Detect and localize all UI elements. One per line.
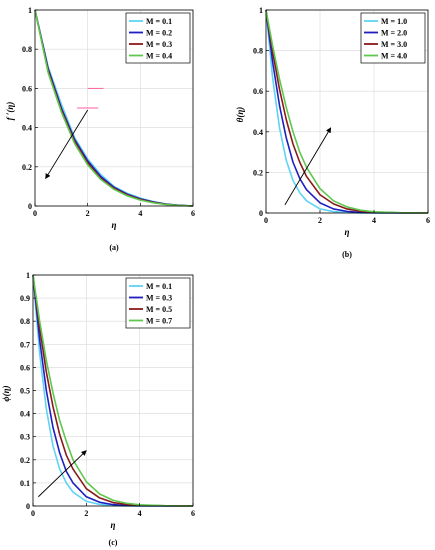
y-tick-label: 0 xyxy=(259,209,263,218)
legend-label: M = 0.7 xyxy=(146,317,172,326)
legend-label: M = 0.3 xyxy=(146,294,172,303)
x-tick-label: 4 xyxy=(138,209,142,218)
y-tick-label: 0.2 xyxy=(253,168,263,177)
x-axis-label: η xyxy=(112,220,117,230)
y-tick-label: 0.8 xyxy=(253,47,263,56)
x-tick-label: 4 xyxy=(138,509,142,518)
y-tick-label: 0.4 xyxy=(22,124,32,133)
y-tick-label: 0.9 xyxy=(20,294,30,303)
legend: M = 0.1 M = 0.3 M = 0.5 M = 0.7 xyxy=(125,277,191,329)
x-axis-label: η xyxy=(111,520,116,530)
y-tick-label: 0.6 xyxy=(22,84,32,93)
y-tick-label: 0.4 xyxy=(20,410,30,419)
x-tick-label: 4 xyxy=(372,216,376,225)
y-axis-label: θ(η) xyxy=(235,107,245,123)
y-tick-label: 0 xyxy=(28,202,32,211)
y-tick-label: 0.7 xyxy=(20,340,30,349)
chart-panel-c: 0 2 4 6 0 0.1 0.2 0.3 0.4 0.5 0.6 0.7 0.8 0.9 1 η ϕ(η) (c… xyxy=(1,271,195,547)
y-axis-label: f ′(η) xyxy=(5,102,15,121)
x-axis-label: η xyxy=(345,227,350,237)
y-tick-label: 0.4 xyxy=(253,128,263,137)
legend-label: M = 0.3 xyxy=(146,40,172,49)
y-tick-label: 0.6 xyxy=(20,363,30,372)
x-tick-label: 6 xyxy=(426,216,430,225)
y-tick-label: 0.6 xyxy=(253,87,263,96)
y-tick-label: 1 xyxy=(28,6,32,15)
series-line-4 xyxy=(265,9,429,214)
trend-arrow xyxy=(284,127,332,206)
plot-frame xyxy=(34,9,194,207)
x-tick-label: 2 xyxy=(86,209,90,218)
trend-arrow xyxy=(45,109,89,180)
panel-caption: (c) xyxy=(109,538,118,547)
x-tick-label: 0 xyxy=(31,509,35,518)
x-tick-label: 2 xyxy=(318,216,322,225)
y-tick-label: 0.2 xyxy=(20,456,30,465)
x-tick-label: 2 xyxy=(84,509,88,518)
y-tick-label: 1 xyxy=(259,6,263,15)
legend-label: M = 0.1 xyxy=(146,17,172,26)
x-tick-label: 6 xyxy=(191,509,195,518)
legend-label: M = 1.0 xyxy=(381,17,407,26)
y-tick-label: 0.8 xyxy=(22,45,32,54)
x-tick-label: 6 xyxy=(191,209,195,218)
plot-frame xyxy=(265,9,429,214)
y-axis-label: ϕ(η) xyxy=(1,385,11,401)
y-tick-label: 0.3 xyxy=(20,433,30,442)
y-tick-label: 0.5 xyxy=(20,387,30,396)
legend-label: M = 0.1 xyxy=(146,282,172,291)
legend: M = 1.0 M = 2.0 M = 3.0 M = 4.0 xyxy=(360,12,426,64)
y-tick-label: 0.8 xyxy=(20,317,30,326)
chart-panel-b: 0 2 4 6 0 0.2 0.4 0.6 0.8 1 η θ(η) (b) M = 1.0 M = 2.0… xyxy=(235,6,430,259)
legend-label: M = 4.0 xyxy=(381,52,407,61)
y-tick-label: 0.2 xyxy=(22,163,32,172)
x-tick-label: 0 xyxy=(33,209,37,218)
y-tick-label: 0 xyxy=(26,502,30,511)
series-line-4 xyxy=(32,274,194,507)
series-line-4 xyxy=(34,9,194,207)
legend: M = 0.1 M = 0.2 M = 0.3 M = 0.4 xyxy=(125,12,191,64)
legend-label: M = 0.4 xyxy=(146,52,172,61)
y-tick-label: 1 xyxy=(26,271,30,280)
legend-label: M = 2.0 xyxy=(381,29,407,38)
y-tick-label: 0.1 xyxy=(20,479,30,488)
panel-caption: (b) xyxy=(342,250,352,259)
legend-label: M = 3.0 xyxy=(381,40,407,49)
legend-label: M = 0.2 xyxy=(146,29,172,38)
legend-label: M = 0.5 xyxy=(146,305,172,314)
trend-arrow xyxy=(38,450,87,498)
x-tick-label: 0 xyxy=(264,216,268,225)
panel-caption: (a) xyxy=(109,243,119,252)
